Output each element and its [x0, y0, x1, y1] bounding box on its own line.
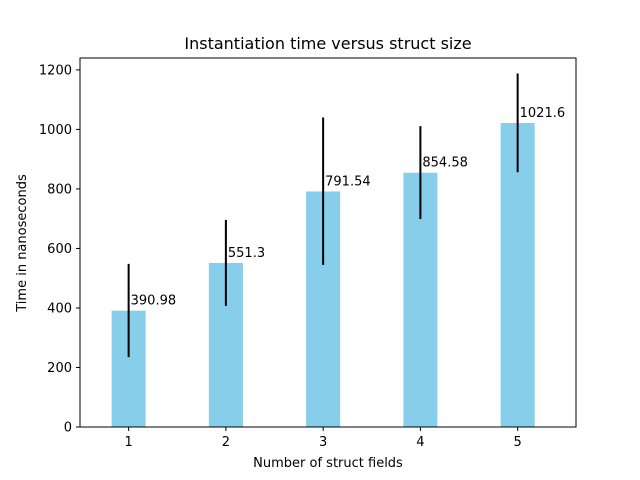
y-tick-label-200: 200 — [47, 361, 72, 376]
y-tick-label-1200: 1200 — [39, 63, 72, 78]
plot-frame — [79, 57, 577, 428]
x-tick-label-4: 4 — [416, 435, 424, 450]
y-tick-label-600: 600 — [47, 242, 72, 257]
x-tick-label-2: 2 — [222, 435, 230, 450]
error-bars-group — [127, 73, 519, 358]
data-label-3: 791.54 — [325, 174, 371, 189]
x-axis-label: Number of struct fields — [253, 456, 403, 471]
data-label-5: 1021.6 — [520, 106, 566, 121]
data-labels-group: 390.98 551.3 791.54 854.58 1021.6 — [131, 106, 566, 309]
data-label-4: 854.58 — [422, 156, 468, 171]
x-tick-label-5: 5 — [514, 435, 522, 450]
y-tick-label-1000: 1000 — [39, 123, 72, 138]
y-axis-label: Time in nanoseconds — [15, 174, 30, 313]
data-label-1: 390.98 — [131, 294, 177, 309]
chart-title: Instantiation time versus struct size — [184, 34, 471, 53]
x-tick-label-3: 3 — [319, 435, 327, 450]
bar-5 — [500, 122, 535, 428]
y-tick-label-400: 400 — [47, 301, 72, 316]
data-label-2: 551.3 — [228, 246, 265, 261]
y-axis-ticks: 0 200 400 600 800 1000 1200 — [39, 63, 80, 436]
y-tick-label-0: 0 — [64, 421, 72, 436]
x-tick-label-1: 1 — [124, 435, 132, 450]
y-tick-label-800: 800 — [47, 182, 72, 197]
x-axis-ticks: 1 2 3 4 5 — [124, 427, 522, 450]
